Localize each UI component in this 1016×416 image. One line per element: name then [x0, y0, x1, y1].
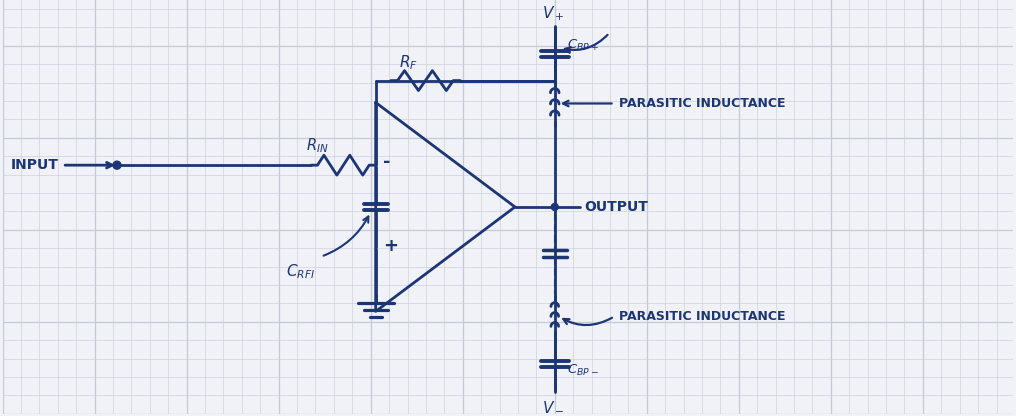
Text: $C_{BP+}$: $C_{BP+}$	[567, 38, 598, 53]
Text: +: +	[383, 237, 397, 255]
Text: $C_{BP-}$: $C_{BP-}$	[567, 363, 598, 378]
Text: INPUT: INPUT	[10, 158, 58, 172]
Text: $R_F$: $R_F$	[398, 53, 418, 72]
Text: $C_{RFI}$: $C_{RFI}$	[287, 262, 315, 281]
Text: $V_+$: $V_+$	[542, 5, 564, 23]
Circle shape	[552, 203, 558, 210]
Text: $V_-$: $V_-$	[542, 399, 564, 414]
Text: PARASITIC INDUCTANCE: PARASITIC INDUCTANCE	[620, 310, 786, 323]
Text: OUTPUT: OUTPUT	[584, 200, 648, 214]
Text: -: -	[383, 153, 390, 171]
Text: PARASITIC INDUCTANCE: PARASITIC INDUCTANCE	[620, 97, 786, 110]
Circle shape	[113, 161, 121, 169]
Text: $R_{IN}$: $R_{IN}$	[306, 136, 328, 155]
